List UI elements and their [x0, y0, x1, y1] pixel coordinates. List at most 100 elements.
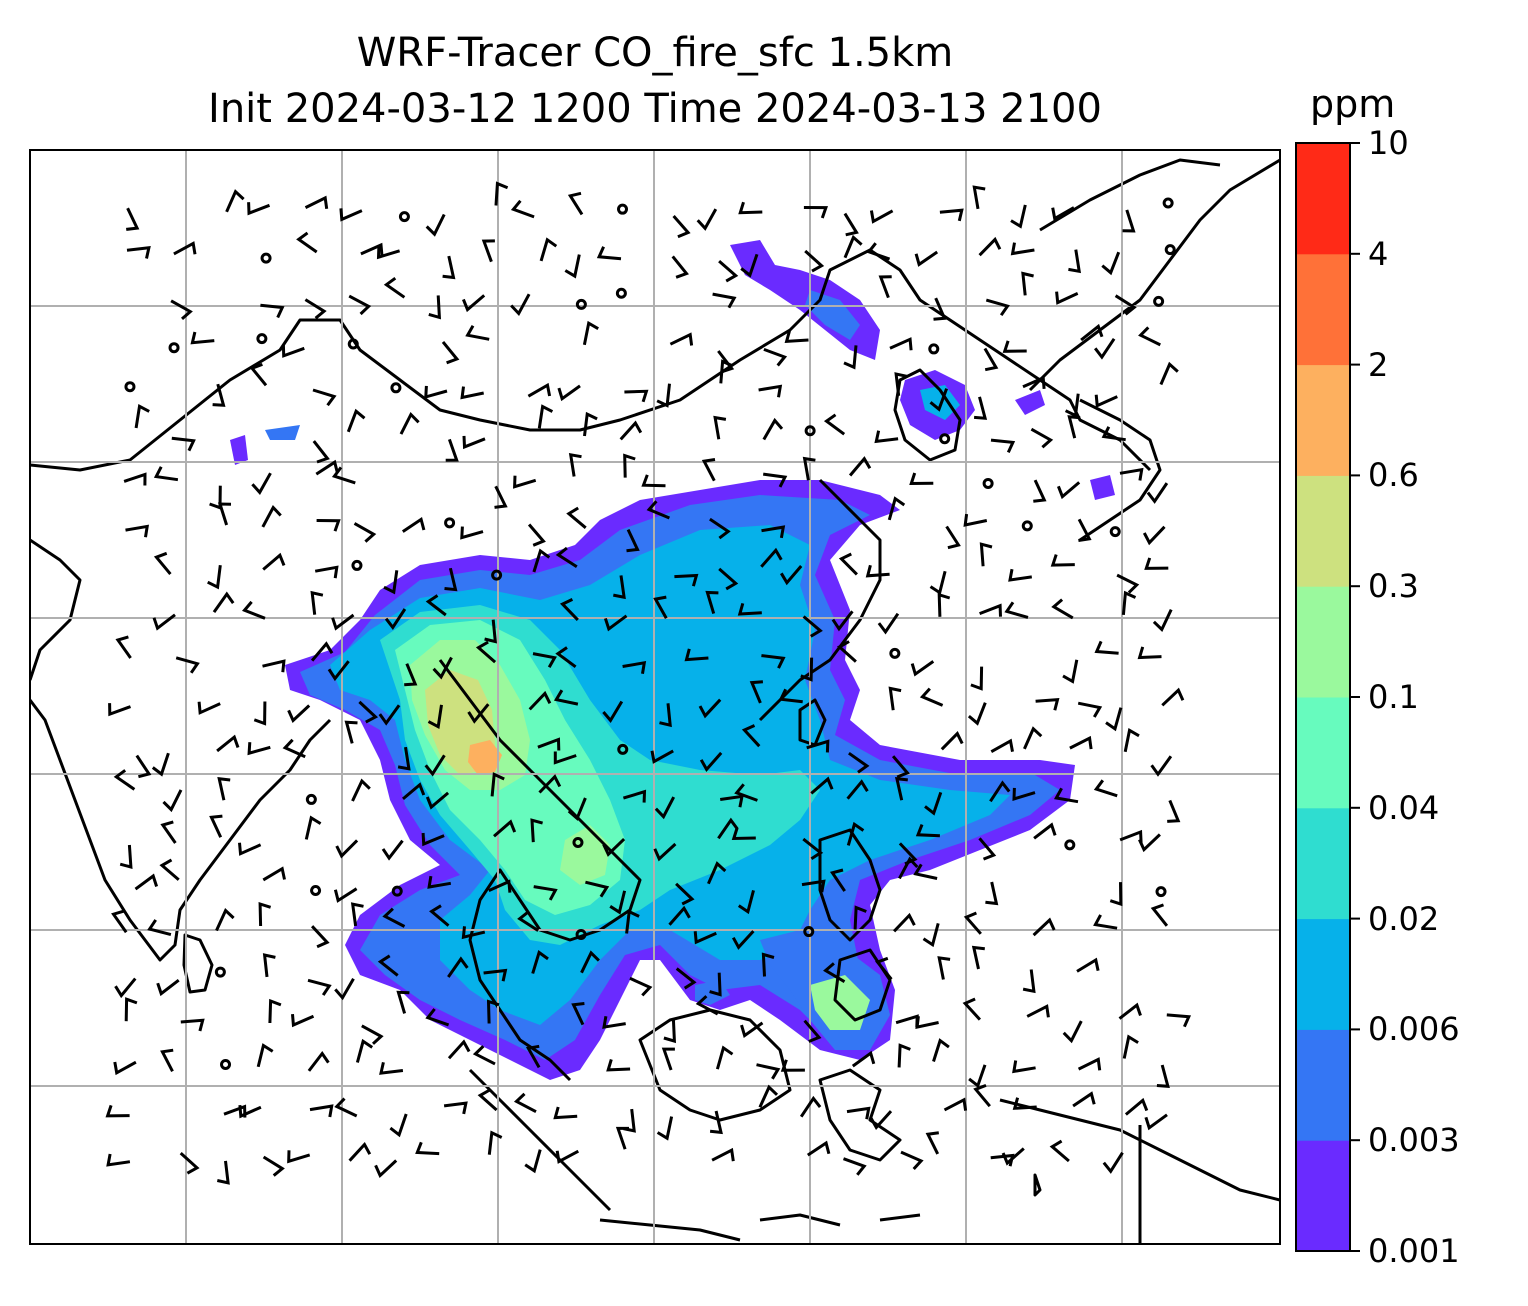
- calm-wind-marker: [615, 287, 627, 299]
- wind-barb: [348, 294, 372, 316]
- wind-barb: [209, 814, 223, 838]
- wind-barb: [477, 1088, 498, 1112]
- wind-barb: [383, 570, 399, 595]
- wind-barb: [475, 640, 497, 664]
- colorbar-segment: [1296, 253, 1350, 366]
- wind-barb: [402, 782, 426, 801]
- wind-barb: [339, 208, 363, 222]
- wind-barb: [262, 953, 276, 978]
- wind-barb: [153, 466, 179, 482]
- coastline-sri-lanka: [182, 933, 214, 994]
- wind-barb: [696, 208, 718, 231]
- wind-barb: [1150, 755, 1173, 777]
- coastline-sakhalin: [1039, 158, 1221, 232]
- wind-barb: [758, 1084, 779, 1108]
- wind-barb: [780, 565, 803, 586]
- wind-barb: [802, 615, 823, 638]
- wind-barb: [713, 415, 727, 440]
- wind-barb: [1161, 687, 1185, 707]
- wind-barb: [1077, 1057, 1102, 1071]
- calm-wind-marker: [617, 743, 629, 755]
- wind-barb: [738, 201, 763, 215]
- calm-wind-marker: [390, 382, 402, 394]
- wind-barb: [915, 1016, 939, 1030]
- wind-barb: [1021, 271, 1034, 296]
- coastline-new-guinea: [999, 1098, 1280, 1244]
- wind-barb: [374, 1159, 398, 1179]
- wind-barb: [304, 815, 322, 840]
- wind-barb: [891, 755, 910, 779]
- wind-barb: [659, 703, 672, 728]
- wind-barb: [712, 292, 737, 309]
- wind-barb: [1138, 326, 1161, 347]
- wind-barb: [979, 603, 1002, 617]
- wind-barb: [445, 438, 459, 462]
- wind-barb: [1062, 659, 1079, 684]
- wind-barb: [555, 1149, 580, 1164]
- coastline-sulawesi: [818, 1068, 902, 1162]
- wind-barb: [1033, 822, 1057, 840]
- wind-barb: [217, 502, 232, 526]
- wind-barb: [922, 923, 940, 948]
- wind-barb: [1077, 701, 1103, 718]
- wind-barb: [866, 242, 891, 261]
- wind-barb: [258, 901, 272, 927]
- wind-barb: [225, 189, 245, 213]
- wind-barb: [531, 950, 549, 974]
- wind-barb: [304, 195, 329, 210]
- wind-barb: [888, 686, 902, 711]
- wind-barb: [483, 968, 508, 982]
- wind-barb: [162, 789, 183, 813]
- wind-barb: [215, 907, 235, 932]
- wind-barb: [893, 912, 916, 933]
- wind-barb: [1094, 394, 1118, 408]
- wind-barb: [925, 1131, 940, 1155]
- wind-barb: [656, 383, 671, 408]
- colorbar-segment: [1296, 475, 1350, 587]
- wind-barb: [1144, 1113, 1168, 1131]
- coastline-china-east: [758, 478, 882, 722]
- colorbar-segment: [1296, 807, 1350, 920]
- wind-barb: [262, 1155, 285, 1177]
- calm-wind-marker: [214, 966, 226, 978]
- wind-barb: [147, 919, 172, 937]
- wind-barb: [378, 704, 401, 726]
- calm-wind-marker: [889, 647, 901, 659]
- wind-barb: [709, 517, 731, 540]
- wind-barb: [629, 976, 653, 997]
- wind-barb: [719, 794, 744, 808]
- wind-barb: [312, 440, 330, 464]
- wind-barb: [253, 701, 267, 726]
- wind-barb: [1102, 1151, 1124, 1174]
- wind-barb: [425, 594, 447, 617]
- wind-barb: [829, 868, 846, 892]
- wind-barb: [113, 769, 136, 791]
- wind-barb: [989, 780, 1011, 803]
- wind-barb: [381, 839, 404, 861]
- wind-barb: [619, 420, 643, 441]
- plume-south-core: [810, 975, 870, 1030]
- calm-wind-marker: [804, 425, 816, 437]
- wind-barb: [399, 411, 420, 435]
- wind-barb: [945, 525, 961, 550]
- wind-barb: [152, 613, 176, 631]
- coastline-small-islands: [759, 1173, 1042, 1227]
- wind-barb: [1094, 640, 1119, 655]
- wind-barb: [761, 654, 786, 669]
- wind-barb: [602, 700, 624, 723]
- wind-barb: [889, 337, 913, 351]
- wind-barb: [493, 819, 517, 838]
- wind-barb: [583, 411, 598, 437]
- map-title-line1: WRF-Tracer CO_fire_sfc 1.5km: [356, 30, 954, 76]
- calm-wind-marker: [939, 433, 951, 445]
- wind-barb: [114, 977, 137, 999]
- wind-barb: [653, 595, 668, 619]
- wind-barb: [1114, 294, 1137, 316]
- wind-barb: [761, 525, 786, 539]
- wind-barb: [1123, 727, 1140, 753]
- calm-wind-marker: [803, 926, 815, 938]
- wind-barb: [555, 546, 578, 569]
- wind-barb: [350, 902, 364, 927]
- wind-barb: [382, 907, 406, 928]
- wind-barb: [1122, 1034, 1139, 1059]
